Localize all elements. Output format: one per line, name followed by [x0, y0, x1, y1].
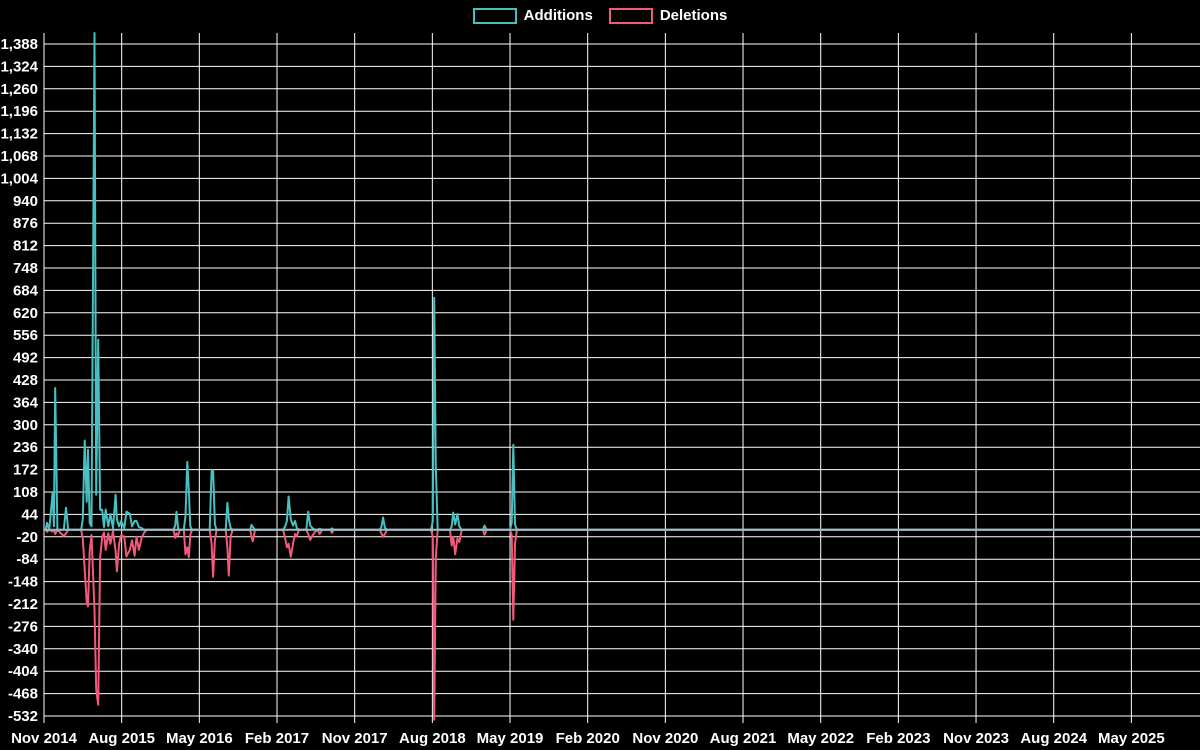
deletions-legend-label: Deletions	[659, 7, 728, 24]
y-tick-label: 620	[13, 305, 38, 322]
x-tick-label: Aug 2015	[88, 730, 155, 747]
y-tick-label: 236	[13, 439, 38, 456]
y-tick-label: 172	[13, 462, 38, 479]
y-tick-label: 300	[13, 417, 38, 434]
additions-legend-label: Additions	[523, 7, 593, 24]
x-tick-label: Aug 2018	[399, 730, 466, 747]
y-tick-label: 1,068	[0, 148, 38, 165]
chart-legend: Additions Deletions	[0, 7, 1200, 25]
y-tick-label: -148	[8, 574, 38, 591]
y-tick-label: -84	[16, 551, 38, 568]
y-tick-label: -404	[8, 663, 39, 680]
x-tick-label: Feb 2020	[556, 730, 620, 747]
y-tick-label: 876	[13, 215, 38, 232]
x-tick-label: May 2016	[166, 730, 233, 747]
y-tick-label: 1,132	[0, 126, 38, 143]
y-tick-label: 684	[13, 282, 39, 299]
x-tick-label: Nov 2017	[322, 730, 388, 747]
y-tick-label: 108	[13, 484, 38, 501]
legend-item-deletions[interactable]: Deletions	[608, 7, 728, 25]
y-tick-label: 748	[13, 260, 38, 277]
x-tick-label: Feb 2023	[866, 730, 930, 747]
y-tick-label: -20	[16, 529, 38, 546]
y-tick-label: 812	[13, 238, 38, 255]
deletions-swatch-icon	[608, 8, 653, 24]
y-tick-label: 1,388	[0, 36, 38, 53]
x-tick-label: Feb 2017	[245, 730, 309, 747]
y-tick-label: 364	[13, 394, 39, 411]
y-tick-label: 556	[13, 327, 38, 344]
legend-item-additions[interactable]: Additions	[472, 7, 593, 25]
y-tick-label: -532	[8, 708, 38, 725]
y-tick-label: 1,260	[0, 81, 38, 98]
x-tick-label: Aug 2021	[710, 730, 777, 747]
x-tick-label: Aug 2024	[1020, 730, 1087, 747]
y-tick-label: 1,196	[0, 103, 38, 120]
y-tick-label: 1,004	[0, 170, 38, 187]
y-tick-label: -468	[8, 686, 38, 703]
x-tick-label: Nov 2014	[11, 730, 78, 747]
y-tick-label: 492	[13, 350, 38, 367]
y-tick-label: -212	[8, 596, 38, 613]
y-tick-label: -276	[8, 618, 38, 635]
deletions-line	[44, 528, 1200, 721]
x-tick-label: Nov 2023	[943, 730, 1009, 747]
additions-swatch-icon	[472, 8, 517, 24]
y-tick-label: -340	[8, 641, 38, 658]
x-tick-label: May 2025	[1098, 730, 1165, 747]
y-tick-label: 940	[13, 193, 38, 210]
y-tick-label: 1,324	[0, 58, 38, 75]
y-tick-label: 44	[21, 506, 38, 523]
x-tick-label: Nov 2020	[632, 730, 698, 747]
y-tick-label: 428	[13, 372, 38, 389]
x-tick-label: May 2019	[477, 730, 544, 747]
x-tick-label: May 2022	[787, 730, 854, 747]
additions-line	[44, 32, 1200, 531]
